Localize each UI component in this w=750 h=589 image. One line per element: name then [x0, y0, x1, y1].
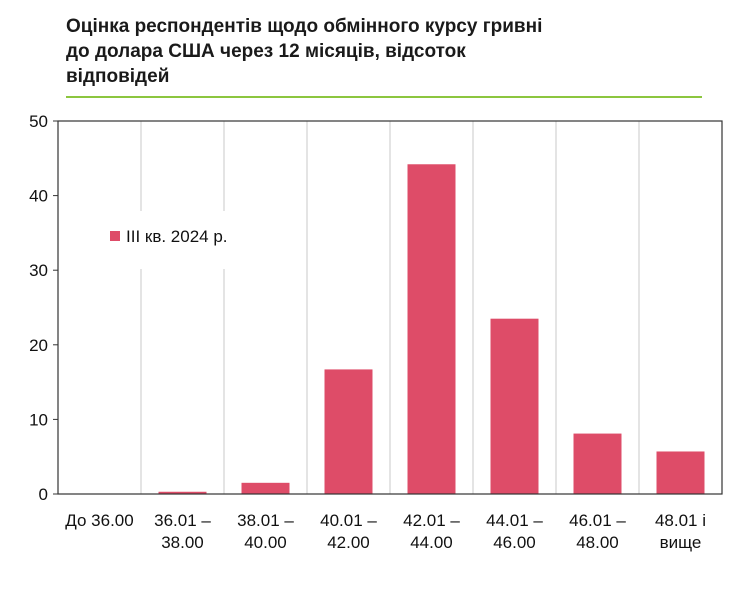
x-tick-label: 46.01 –48.00 [569, 511, 626, 552]
chart-title-line: Оцінка респондентів щодо обмінного курсу… [66, 16, 543, 37]
x-tick-label: 48.01 і вище [655, 511, 706, 552]
chart-title-line: відповідей [66, 66, 170, 87]
y-tick-label: 30 [29, 261, 48, 280]
x-tick-label: 44.01 –46.00 [486, 511, 543, 552]
bar [656, 451, 705, 494]
plot-frame [57, 120, 723, 495]
bar [241, 482, 290, 494]
bar [324, 369, 373, 494]
bar [407, 164, 456, 494]
bar [158, 491, 207, 494]
legend-label: ІІІ кв. 2024 р. [126, 227, 228, 246]
x-tick-label: До 36.00 [65, 511, 133, 530]
y-tick-label: 40 [29, 187, 48, 206]
chart-title-line: до долара США через 12 місяців, відсоток [66, 41, 466, 62]
bar [490, 318, 539, 494]
legend-box [96, 211, 252, 269]
x-tick-label: 42.01 –44.00 [403, 511, 460, 552]
y-tick-label: 0 [39, 485, 48, 504]
chart-title: Оцінка респондентів щодо обмінного курсу… [66, 14, 706, 89]
y-tick-label: 50 [29, 112, 48, 131]
bar [573, 433, 622, 494]
x-tick-label: 36.01 –38.00 [154, 511, 211, 552]
y-tick-label: 20 [29, 336, 48, 355]
y-tick-label: 10 [29, 410, 48, 429]
title-underline [66, 96, 702, 98]
x-tick-label: 40.01 –42.00 [320, 511, 377, 552]
x-tick-label: 38.01 –40.00 [237, 511, 294, 552]
legend-swatch [110, 231, 120, 241]
